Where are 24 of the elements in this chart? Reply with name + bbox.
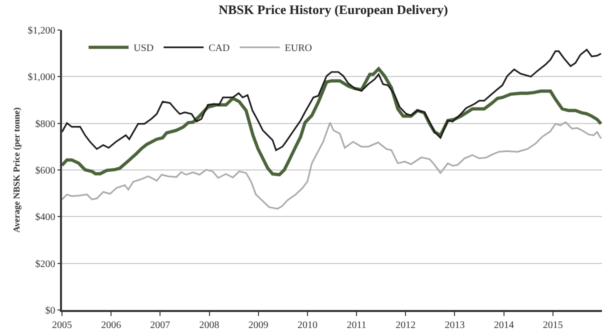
y-tick-label: $400 bbox=[35, 212, 56, 224]
x-tick-label: 2012 bbox=[396, 320, 416, 331]
y-tick-label: $1,000 bbox=[28, 72, 56, 84]
y-tick-label: $1,200 bbox=[28, 26, 56, 36]
legend-label: USD bbox=[134, 43, 154, 54]
x-tick-label: 2011 bbox=[346, 320, 366, 331]
x-tick-label: 2009 bbox=[248, 320, 268, 331]
x-tick-label: 2013 bbox=[444, 320, 465, 331]
y-tick-label: $800 bbox=[35, 118, 56, 130]
line-series bbox=[62, 121, 602, 210]
x-tick-label: 2015 bbox=[542, 320, 563, 331]
legend-label: EURO bbox=[284, 43, 312, 54]
y-axis-title: Average NBSK Price (per tonne) bbox=[12, 107, 22, 233]
x-tick-label: 2006 bbox=[101, 320, 122, 331]
y-tick-label: $200 bbox=[35, 258, 56, 270]
x-tick-label: 2008 bbox=[199, 320, 220, 331]
y-tick-label: $600 bbox=[35, 166, 56, 176]
legend-label: CAD bbox=[208, 43, 230, 54]
y-tick-label: $0 bbox=[45, 306, 56, 316]
chart-title: NBSK Price History (European Delivery) bbox=[218, 2, 448, 18]
x-tick-label: 2014 bbox=[494, 320, 514, 331]
x-tick-label: 2010 bbox=[297, 320, 318, 331]
x-tick-label: 2005 bbox=[52, 320, 72, 331]
x-tick-label: 2007 bbox=[150, 320, 170, 331]
